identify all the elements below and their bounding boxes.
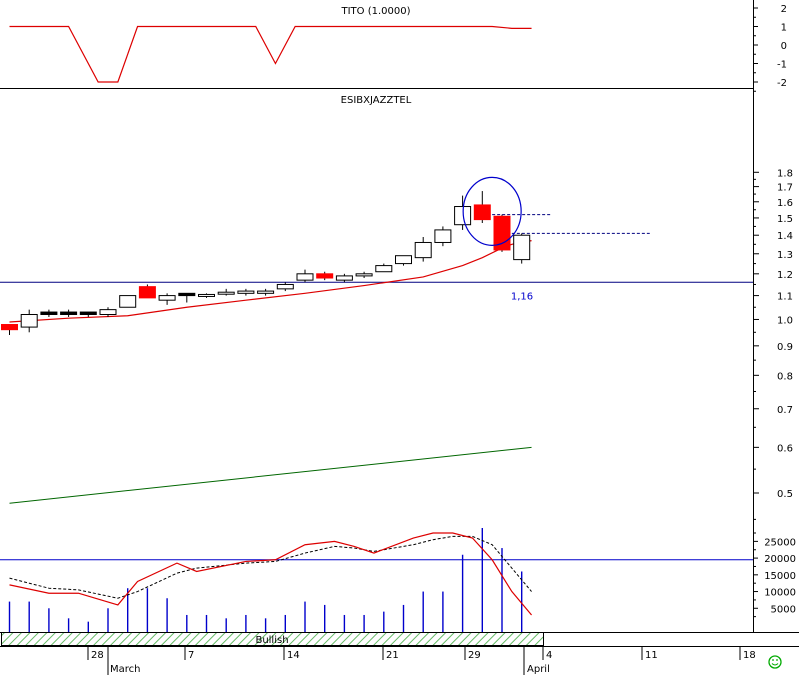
candle-body [20,313,38,328]
month-label: April [527,664,550,675]
candle-body [454,206,472,226]
candle-body [375,265,393,273]
candle-body [296,273,314,281]
candle-body [257,290,275,294]
candle-body [513,234,531,261]
indicator-tick-label: 2 [781,4,787,15]
tito-line [9,25,532,83]
volume-panel: 25000 20000 15000 10000 5000 [0,527,796,632]
price-tick-label: 0.7 [777,405,793,416]
long-moving-average-line [9,446,532,504]
date-tick-label: 11 [645,650,658,661]
bullish-status-bar [1,632,544,646]
indicator-tick-label: 1 [781,23,787,34]
candle-body [276,283,294,290]
candle-body [217,291,235,295]
price-chart-title: ESIBXJAZZTEL [341,95,412,106]
candle-body [40,311,58,315]
oscillator-signal-line [9,535,532,599]
price-tick-label: 1.7 [777,183,793,194]
volume-tick-label: 5000 [771,604,796,615]
indicator-tick-label: -2 [777,78,787,89]
candle-body [79,311,97,315]
highlight-circle [462,176,522,246]
date-tick-label: 28 [91,650,104,661]
candle-body [60,311,78,315]
candle-body [138,286,156,299]
price-tick-label: 1.8 [777,168,793,179]
indicator-panel: 2 1 0 -1 -2 [9,4,787,92]
candle-body [99,309,117,315]
date-tick-label: 18 [743,650,756,661]
candle-body [395,255,412,265]
price-tick-label: 0.5 [777,489,793,500]
date-tick-label: 21 [386,650,399,661]
date-tick-label: 4 [546,650,552,661]
bullish-status-label: Bullish [255,635,288,646]
price-tick-label: 1.1 [777,292,793,303]
volume-tick-label: 15000 [764,571,796,582]
price-tick-label: 1.5 [777,214,793,225]
candle-body [198,293,215,297]
smiley-icon [768,655,782,669]
month-label: March [110,664,140,675]
price-tick-label: 0.9 [777,342,793,353]
candle-body [316,273,334,279]
date-tick-label: 14 [287,650,300,661]
volume-tick-label: 25000 [764,537,796,548]
indicator-title: TITO (1.0000) [340,6,410,17]
x-axis: 28 7 14 21 29 4 11 18 March April [87,646,756,675]
volume-tick-label: 10000 [764,588,796,599]
date-tick-label: 7 [188,650,194,661]
candle-body [1,324,18,331]
indicator-tick-label: -1 [777,60,787,71]
candle-body [119,295,137,308]
candle-body [434,229,452,243]
volume-tick-label: 20000 [764,554,796,565]
price-panel: 1.8 1.7 1.6 1.5 1.4 1.3 1.2 1.1 1.0 0.9 0.8 0.7 0.6 0… [0,168,793,520]
candle-body [237,290,255,294]
price-tick-label: 1.2 [777,270,793,281]
price-tick-label: 1.3 [777,250,793,261]
candle-body [335,275,353,281]
price-tick-label: 1.4 [777,231,793,242]
indicator-tick-label: 0 [781,41,787,52]
candle-body [355,273,373,277]
short-moving-average-line [9,240,532,323]
candle-body [158,295,176,301]
candle-body [414,241,432,259]
price-tick-label: 0.6 [777,443,793,454]
date-tick-label: 29 [468,650,481,661]
price-tick-label: 1.0 [777,315,793,326]
oscillator-line [9,532,533,616]
candle-body [473,204,491,221]
price-tick-label: 1.6 [777,198,793,209]
price-tick-label: 0.8 [777,371,793,382]
candle-body [178,292,196,297]
support-line-label: 1,16 [511,291,533,302]
